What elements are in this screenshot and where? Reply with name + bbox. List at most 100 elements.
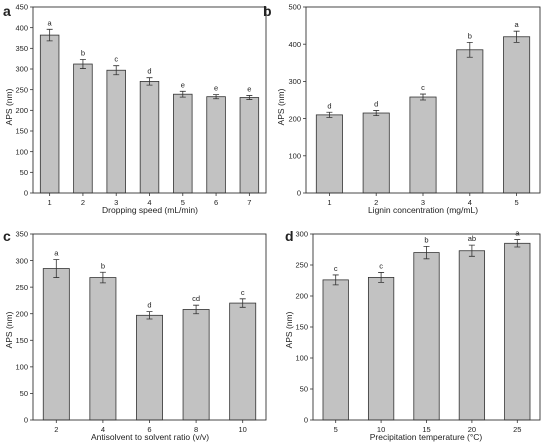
significance-label: c: [334, 264, 338, 273]
error-bar: [99, 271, 106, 284]
panel-letter: c: [3, 228, 11, 244]
x-axis-title: Dropping speed (mL/min): [102, 205, 198, 215]
plot-frame: [32, 6, 267, 194]
y-tick-label: 50: [20, 389, 28, 398]
bar: [139, 81, 160, 194]
error-bar: [466, 41, 473, 58]
bar: [206, 96, 226, 194]
x-tick-label: 25: [513, 425, 521, 434]
error-bars: [53, 259, 246, 320]
y-tick-label: 400: [15, 23, 28, 32]
y-tick-label: 300: [288, 77, 301, 86]
panel-letter: d: [285, 228, 294, 244]
tick-labels-x: 2 4 6 8 10: [54, 420, 247, 434]
x-tick-label: 7: [247, 198, 251, 207]
bar: [106, 69, 126, 194]
error-bar: [179, 90, 186, 98]
x-tick-label: 15: [422, 425, 430, 434]
significance-label: b: [101, 261, 105, 270]
axes-frame: [305, 6, 541, 194]
tick-labels-y: 0 100 200 300 400 500: [288, 3, 306, 198]
y-tick-label: 150: [15, 127, 28, 136]
y-tick-label: 300: [15, 65, 28, 74]
plot-frame: [305, 6, 541, 194]
x-tick-label: 2: [54, 425, 58, 434]
error-bar: [420, 93, 426, 101]
axes-frame: [32, 6, 267, 194]
bars: [322, 242, 531, 421]
y-tick-label: 100: [288, 152, 301, 161]
bar: [362, 112, 390, 194]
significance-label: e: [181, 80, 185, 89]
significance-label: b: [424, 235, 428, 244]
significance-labels: a b d cd c: [54, 249, 245, 310]
y-axis-title: APS (nm): [276, 88, 286, 125]
tick-labels-x: 5 10 15 20 25: [334, 420, 521, 434]
panel-c: c APS (nm) Antisolvent to solvent ratio …: [3, 228, 267, 442]
error-bar: [246, 95, 253, 100]
significance-label: d: [327, 101, 331, 110]
bars: [42, 268, 257, 421]
significance-label: c: [421, 83, 425, 92]
y-tick-label: 300: [15, 256, 28, 265]
bar: [315, 114, 343, 194]
y-axis-title: APS (nm): [4, 88, 14, 125]
significance-labels: a b c d e e e: [48, 18, 252, 93]
error-bars: [46, 28, 253, 100]
y-tick-label: 200: [15, 309, 28, 318]
plot-frame: [312, 233, 541, 421]
x-tick-label: 5: [334, 425, 338, 434]
y-tick-label: 0: [297, 189, 301, 198]
bar: [413, 252, 440, 421]
bar: [136, 314, 163, 421]
significance-label: e: [214, 84, 218, 93]
error-bar: [193, 304, 200, 315]
y-tick-label: 200: [295, 292, 308, 301]
bar: [42, 268, 70, 421]
significance-label: a: [515, 20, 520, 29]
x-axis-title: Antisolvent to solvent ratio (v/v): [91, 432, 209, 442]
bar: [367, 276, 395, 421]
significance-label: c: [379, 261, 383, 270]
x-tick-label: 6: [147, 425, 151, 434]
significance-label: d: [374, 99, 378, 108]
y-tick-label: 250: [15, 283, 28, 292]
y-tick-label: 100: [15, 147, 28, 156]
significance-label: e: [247, 84, 251, 93]
panel-letter: b: [263, 3, 272, 19]
y-tick-label: 50: [20, 168, 28, 177]
significance-label: c: [114, 55, 118, 64]
x-tick-label: 20: [468, 425, 476, 434]
bar: [89, 277, 117, 421]
x-tick-label: 1: [327, 198, 331, 207]
y-tick-label: 400: [288, 40, 301, 49]
x-tick-label: 4: [468, 198, 472, 207]
significance-label: b: [468, 31, 472, 40]
y-tick-label: 0: [24, 416, 28, 425]
x-tick-label: 6: [214, 198, 218, 207]
y-tick-label: 0: [24, 189, 28, 198]
error-bars: [326, 30, 520, 118]
error-bar: [326, 111, 333, 118]
y-axis-title: APS (nm): [4, 311, 14, 348]
error-bar: [146, 311, 153, 320]
bar: [504, 242, 531, 421]
bar: [239, 97, 260, 194]
error-bar: [373, 110, 380, 117]
error-bar: [239, 298, 246, 308]
bar: [39, 34, 60, 194]
significance-label: ab: [468, 234, 476, 243]
tick-labels-y: 0 50 100 150 200 250 300 350: [15, 230, 33, 425]
y-tick-label: 0: [304, 416, 308, 425]
bar: [456, 49, 484, 194]
error-bar: [79, 59, 86, 69]
bars: [39, 34, 260, 194]
error-bar: [332, 274, 339, 286]
tick-labels-y: 0 50 100 150 200 250 300 350 400 450: [15, 3, 33, 198]
panel-letter: a: [3, 3, 11, 19]
error-bar: [46, 28, 53, 42]
significance-labels: c c b ab a: [334, 229, 520, 273]
bar: [458, 250, 486, 421]
bar: [73, 63, 93, 194]
x-axis-title: Lignin concentration (mg/mL): [368, 205, 478, 215]
